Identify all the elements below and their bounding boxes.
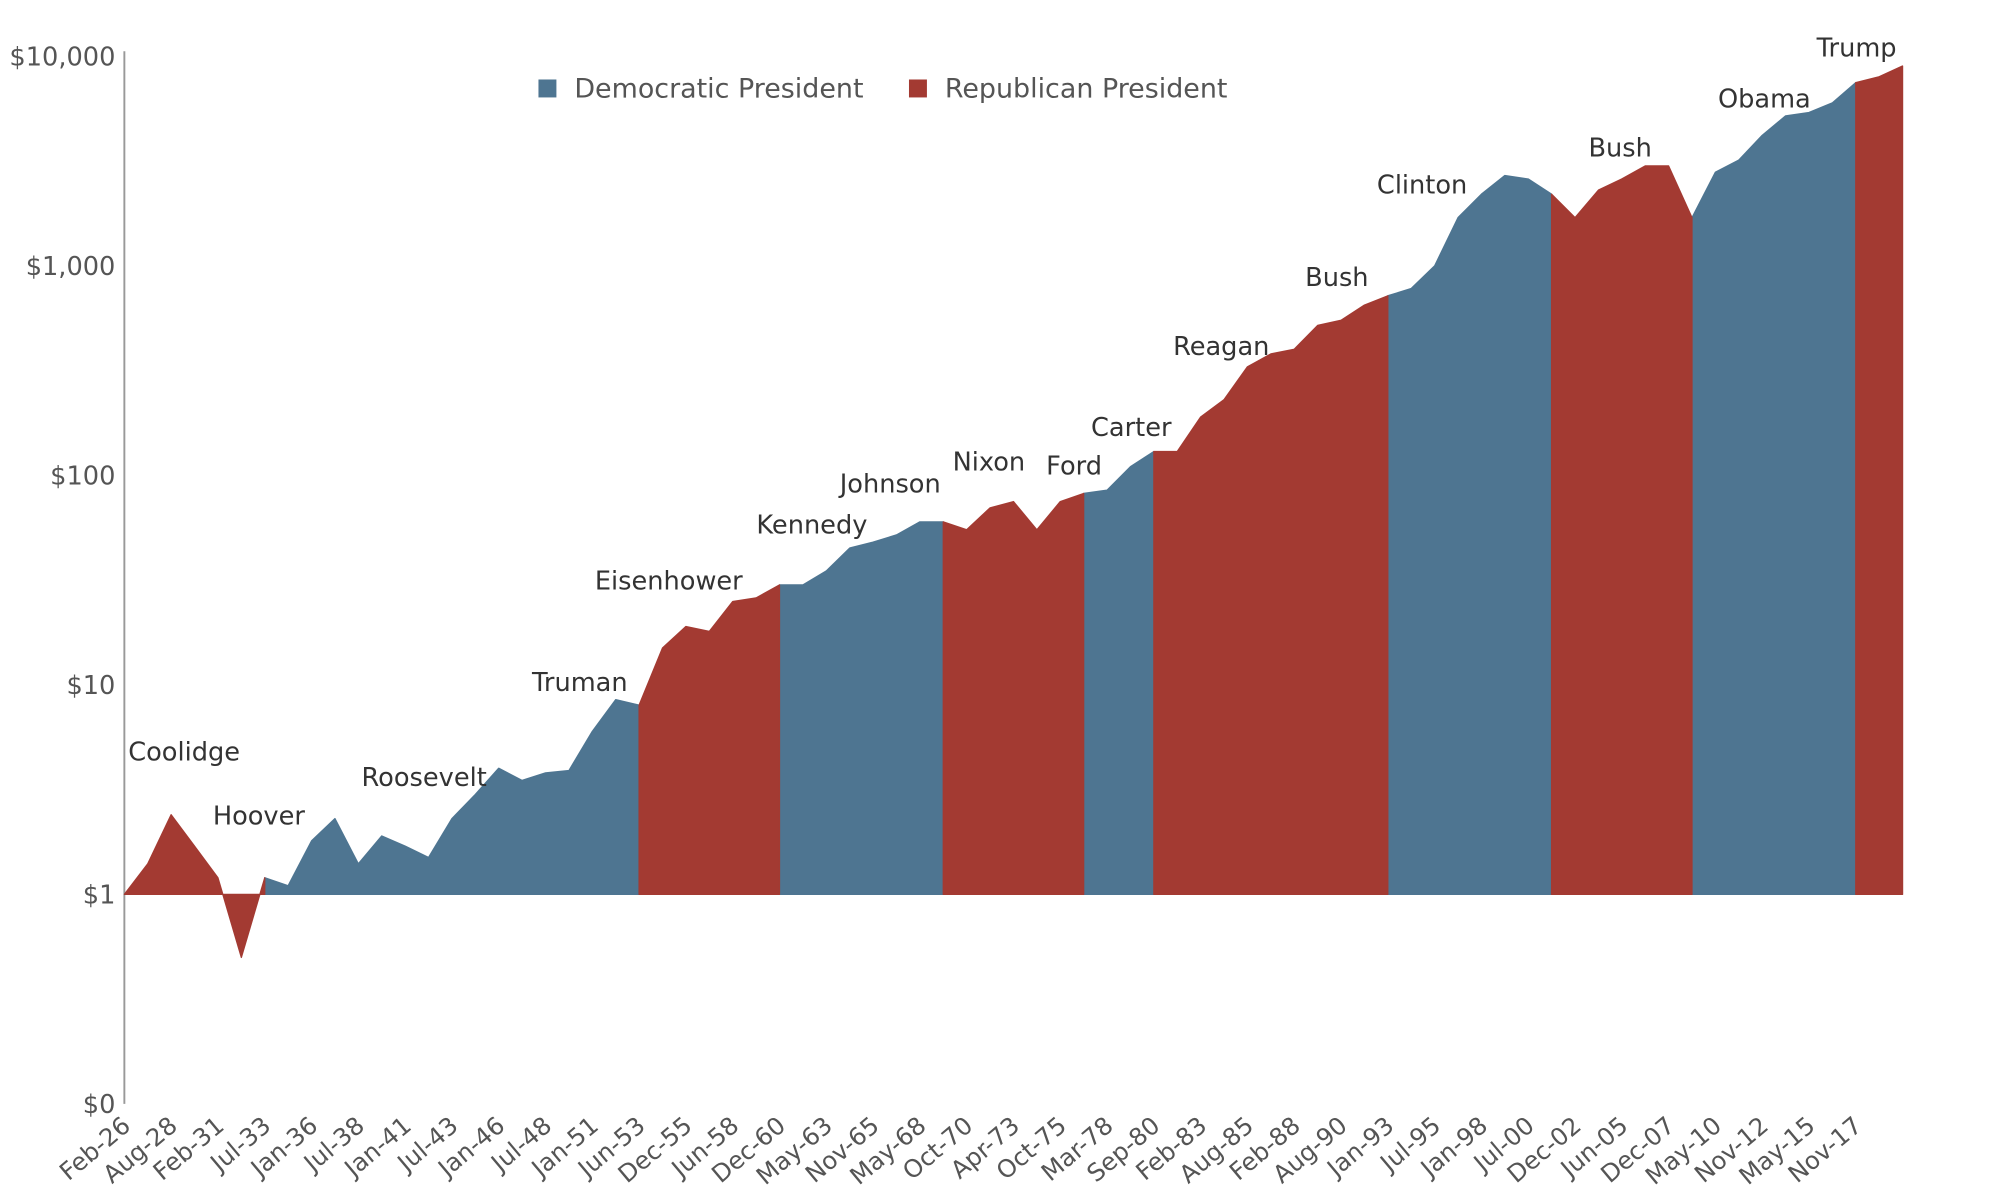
area [1083,450,1155,896]
president-label: Coolidge [128,737,240,767]
president-label: Nixon [953,448,1026,478]
president-label: Reagan [1173,332,1269,362]
y-tick-label: $100 [50,461,115,491]
president-label: Carter [1091,413,1172,443]
president-label: Johnson [838,469,941,499]
president-label: Eisenhower [595,567,743,597]
area [123,814,266,959]
legend-swatch [538,79,557,98]
president-label: Bush [1588,133,1651,163]
y-tick-label: $10,000 [9,42,115,72]
y-tick-label: $0 [83,1090,116,1120]
president-label: Truman [531,668,628,698]
legend-label: Republican President [945,73,1228,104]
area [264,699,640,896]
president-label: Ford [1046,451,1102,481]
president-label: Kennedy [756,510,867,540]
y-tick-label: $1,000 [26,252,116,282]
area [1550,165,1693,896]
area [1153,295,1389,896]
y-tick-label: $1 [83,880,116,910]
y-tick-label: $10 [66,671,115,701]
legend-swatch [908,79,927,98]
legend-label: Democratic President [574,73,863,104]
area [638,584,781,896]
president-label: Trump [1816,33,1897,63]
area [778,521,944,896]
president-label: Hoover [213,801,306,831]
area [1691,81,1857,896]
area [1855,65,1904,896]
area [1387,174,1553,896]
area [942,492,1085,896]
president-label: Bush [1305,263,1368,293]
president-label: Obama [1718,85,1811,115]
president-label: Clinton [1377,171,1467,201]
president-label: Roosevelt [362,763,487,793]
